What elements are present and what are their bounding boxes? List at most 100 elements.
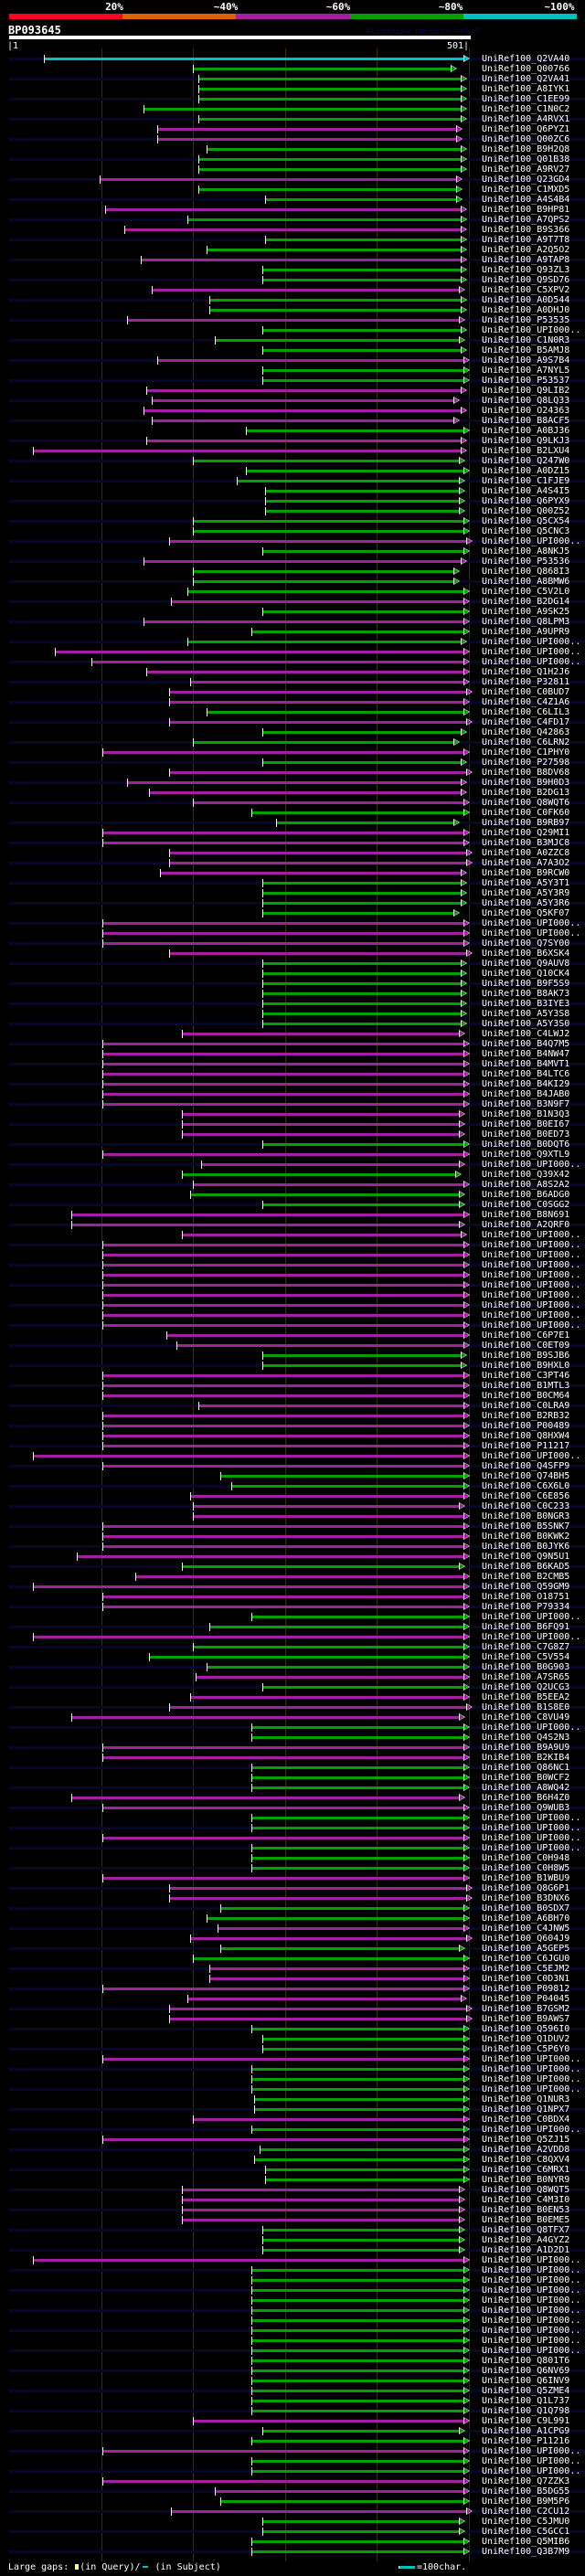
hit-label[interactable]: UniRef100_UPI000.. bbox=[482, 647, 581, 657]
hit-label[interactable]: UniRef100_C4FD17 bbox=[482, 717, 570, 727]
hit-row[interactable]: UniRef100_Q93ZL3 bbox=[0, 265, 585, 275]
alignment-bar[interactable] bbox=[251, 1867, 463, 1870]
hit-row[interactable]: UniRef100_UPI000.. bbox=[0, 2265, 585, 2275]
hit-row[interactable]: UniRef100_C5JMU0 bbox=[0, 2517, 585, 2527]
hit-label[interactable]: UniRef100_B3MJC8 bbox=[482, 838, 570, 848]
hit-row[interactable]: UniRef100_A4GYZ2 bbox=[0, 2235, 585, 2245]
hit-row[interactable]: UniRef100_UPI000.. bbox=[0, 1160, 585, 1170]
hit-row[interactable]: UniRef100_C0SGG2 bbox=[0, 1200, 585, 1210]
hit-label[interactable]: UniRef100_B5AMJ8 bbox=[482, 345, 570, 355]
hit-row[interactable]: UniRef100_UPI000.. bbox=[0, 657, 585, 667]
hit-label[interactable]: UniRef100_C6P7E1 bbox=[482, 1330, 570, 1341]
hit-label[interactable]: UniRef100_A0BJ36 bbox=[482, 426, 570, 436]
alignment-bar[interactable] bbox=[33, 1455, 463, 1458]
alignment-bar[interactable] bbox=[209, 1977, 463, 1980]
alignment-bar[interactable] bbox=[251, 1847, 463, 1850]
alignment-bar[interactable] bbox=[182, 2189, 459, 2191]
hit-label[interactable]: UniRef100_P27598 bbox=[482, 758, 570, 768]
hit-row[interactable]: UniRef100_UPI000.. bbox=[0, 1813, 585, 1823]
hit-label[interactable]: UniRef100_A4S4I5 bbox=[482, 486, 570, 496]
hit-row[interactable]: UniRef100_C4LWJ2 bbox=[0, 1029, 585, 1039]
hit-label[interactable]: UniRef100_B4LTC6 bbox=[482, 1069, 570, 1079]
hit-row[interactable]: UniRef100_B2LXU4 bbox=[0, 446, 585, 456]
hit-row[interactable]: UniRef100_C4FD17 bbox=[0, 717, 585, 727]
hit-row[interactable]: UniRef100_O18751 bbox=[0, 1592, 585, 1602]
hit-row[interactable]: UniRef100_B0ED73 bbox=[0, 1129, 585, 1140]
hit-label[interactable]: UniRef100_B2CMB5 bbox=[482, 1572, 570, 1582]
alignment-bar[interactable] bbox=[262, 982, 461, 985]
hit-row[interactable]: UniRef100_UPI000.. bbox=[0, 1451, 585, 1461]
hit-row[interactable]: UniRef100_C0D3N1 bbox=[0, 1974, 585, 1984]
alignment-bar[interactable] bbox=[251, 2269, 463, 2272]
alignment-bar[interactable] bbox=[198, 88, 461, 90]
hit-label[interactable]: UniRef100_B9HXL0 bbox=[482, 1361, 570, 1371]
alignment-bar[interactable] bbox=[144, 560, 461, 563]
hit-label[interactable]: UniRef100_A4RVX1 bbox=[482, 114, 570, 124]
hit-row[interactable]: UniRef100_P53536 bbox=[0, 557, 585, 567]
hit-row[interactable]: UniRef100_UPI000.. bbox=[0, 1240, 585, 1250]
hit-row[interactable]: UniRef100_B4MVT1 bbox=[0, 1059, 585, 1069]
alignment-bar[interactable] bbox=[251, 2088, 463, 2091]
hit-label[interactable]: UniRef100_A7SR65 bbox=[482, 1672, 570, 1682]
hit-row[interactable]: UniRef100_UPI000.. bbox=[0, 2054, 585, 2064]
alignment-bar[interactable] bbox=[193, 530, 463, 533]
alignment-bar[interactable] bbox=[251, 1786, 463, 1789]
hit-label[interactable]: UniRef100_C6MRX1 bbox=[482, 2165, 570, 2175]
hit-label[interactable]: UniRef100_A8WQ42 bbox=[482, 1783, 570, 1793]
hit-row[interactable]: UniRef100_UPI000.. bbox=[0, 1612, 585, 1622]
hit-label[interactable]: UniRef100_O24363 bbox=[482, 406, 570, 416]
hit-row[interactable]: UniRef100_B2CMB5 bbox=[0, 1572, 585, 1582]
hit-row[interactable]: UniRef100_P32811 bbox=[0, 677, 585, 687]
hit-row[interactable]: UniRef100_C1N0C2 bbox=[0, 104, 585, 114]
hit-row[interactable]: UniRef100_A7NYL5 bbox=[0, 366, 585, 376]
hit-label[interactable]: UniRef100_Q9AUV8 bbox=[482, 959, 570, 969]
alignment-bar[interactable] bbox=[254, 2108, 463, 2111]
hit-label[interactable]: UniRef100_C5EJM2 bbox=[482, 1964, 570, 1974]
hit-label[interactable]: UniRef100_UPI000.. bbox=[482, 1843, 581, 1853]
hit-row[interactable]: UniRef100_Q1H2J6 bbox=[0, 667, 585, 677]
hit-label[interactable]: UniRef100_B0WCF2 bbox=[482, 1773, 570, 1783]
alignment-bar[interactable] bbox=[262, 902, 461, 905]
alignment-bar[interactable] bbox=[262, 269, 461, 271]
hit-label[interactable]: UniRef100_B2LXU4 bbox=[482, 446, 570, 456]
alignment-bar[interactable] bbox=[160, 872, 461, 875]
alignment-bar[interactable] bbox=[182, 1123, 459, 1126]
hit-label[interactable]: UniRef100_C0ET09 bbox=[482, 1341, 570, 1351]
hit-row[interactable]: UniRef100_UPI000.. bbox=[0, 2336, 585, 2346]
hit-row[interactable]: UniRef100_B0CM64 bbox=[0, 1391, 585, 1401]
alignment-bar[interactable] bbox=[102, 1807, 463, 1809]
hit-label[interactable]: UniRef100_B3N9F7 bbox=[482, 1099, 570, 1109]
alignment-bar[interactable] bbox=[251, 2380, 463, 2382]
hit-label[interactable]: UniRef100_B4MVT1 bbox=[482, 1059, 570, 1069]
hit-row[interactable]: UniRef100_B5DG55 bbox=[0, 2486, 585, 2496]
hit-label[interactable]: UniRef100_UPI000.. bbox=[482, 2054, 581, 2064]
alignment-bar[interactable] bbox=[144, 409, 461, 412]
alignment-bar[interactable] bbox=[251, 1776, 463, 1779]
alignment-bar[interactable] bbox=[102, 2058, 463, 2061]
alignment-bar[interactable] bbox=[231, 1485, 463, 1488]
alignment-bar[interactable] bbox=[102, 1063, 463, 1065]
hit-row[interactable]: UniRef100_P11217 bbox=[0, 1441, 585, 1451]
alignment-bar[interactable] bbox=[265, 500, 459, 503]
hit-label[interactable]: UniRef100_A2VDD8 bbox=[482, 2145, 570, 2155]
alignment-bar[interactable] bbox=[102, 1535, 463, 1538]
hit-row[interactable]: UniRef100_Q23GD4 bbox=[0, 175, 585, 185]
hit-label[interactable]: UniRef100_UPI000.. bbox=[482, 1823, 581, 1833]
hit-label[interactable]: UniRef100_A4GYZ2 bbox=[482, 2235, 570, 2245]
alignment-bar[interactable] bbox=[251, 2028, 463, 2030]
hit-label[interactable]: UniRef100_A5Y3S0 bbox=[482, 1019, 570, 1029]
alignment-bar[interactable] bbox=[169, 952, 466, 955]
hit-row[interactable]: UniRef100_B3IYE3 bbox=[0, 999, 585, 1009]
alignment-bar[interactable] bbox=[157, 128, 456, 131]
hit-row[interactable]: UniRef100_C1PHY0 bbox=[0, 747, 585, 758]
alignment-bar[interactable] bbox=[71, 1716, 459, 1719]
hit-label[interactable]: UniRef100_Q2VA41 bbox=[482, 74, 570, 84]
hit-row[interactable]: UniRef100_A8BMW6 bbox=[0, 577, 585, 587]
hit-label[interactable]: UniRef100_UPI000.. bbox=[482, 1612, 581, 1622]
alignment-bar[interactable] bbox=[169, 862, 466, 864]
alignment-bar[interactable] bbox=[262, 1364, 461, 1367]
hit-label[interactable]: UniRef100_Q2VA40 bbox=[482, 54, 570, 64]
hit-row[interactable]: UniRef100_B6ADG0 bbox=[0, 1190, 585, 1200]
alignment-bar[interactable] bbox=[251, 2128, 463, 2131]
hit-row[interactable]: UniRef100_A5Y3T1 bbox=[0, 878, 585, 888]
